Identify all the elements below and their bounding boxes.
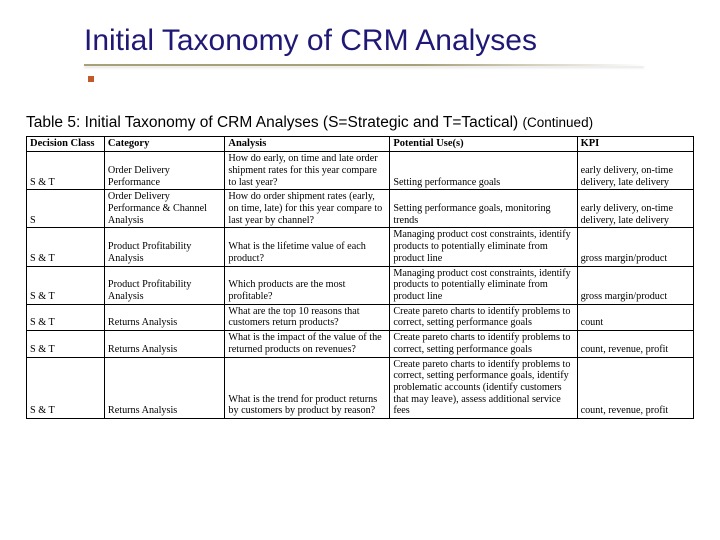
- table-caption: Table 5: Initial Taxonomy of CRM Analyse…: [26, 114, 694, 132]
- title-wrap: Initial Taxonomy of CRM Analyses: [26, 24, 694, 58]
- table-row: S & T Returns Analysis What is the trend…: [27, 357, 694, 419]
- col-header-potential-uses: Potential Use(s): [390, 137, 577, 152]
- title-underline: [84, 64, 644, 66]
- cell-category: Returns Analysis: [104, 357, 224, 419]
- cell-category: Order Delivery Performance & Channel Ana…: [104, 190, 224, 228]
- cell-category: Returns Analysis: [104, 304, 224, 330]
- caption-continued: (Continued): [523, 115, 594, 130]
- cell-decision-class: S & T: [27, 228, 105, 266]
- cell-kpi: early delivery, on-time delivery, late d…: [577, 190, 693, 228]
- cell-analysis: What is the impact of the value of the r…: [225, 331, 390, 357]
- cell-category: Returns Analysis: [104, 331, 224, 357]
- cell-decision-class: S: [27, 190, 105, 228]
- bullet-square-icon: [88, 76, 94, 82]
- cell-use: Setting performance goals: [390, 152, 577, 190]
- col-header-analysis: Analysis: [225, 137, 390, 152]
- cell-decision-class: S & T: [27, 266, 105, 304]
- cell-use: Setting performance goals, monitoring tr…: [390, 190, 577, 228]
- cell-decision-class: S & T: [27, 357, 105, 419]
- cell-category: Product Profitability Analysis: [104, 266, 224, 304]
- crm-table: Decision Class Category Analysis Potenti…: [26, 136, 694, 419]
- cell-use: Create pareto charts to identify problem…: [390, 331, 577, 357]
- slide: Initial Taxonomy of CRM Analyses Table 5…: [0, 0, 720, 540]
- table-row: S & T Product Profitability Analysis Wha…: [27, 228, 694, 266]
- cell-use: Managing product cost constraints, ident…: [390, 228, 577, 266]
- caption-main: Table 5: Initial Taxonomy of CRM Analyse…: [26, 114, 518, 131]
- table-row: S Order Delivery Performance & Channel A…: [27, 190, 694, 228]
- cell-analysis: What is the lifetime value of each produ…: [225, 228, 390, 266]
- cell-analysis: What are the top 10 reasons that custome…: [225, 304, 390, 330]
- table-row: S & T Order Delivery Performance How do …: [27, 152, 694, 190]
- page-title: Initial Taxonomy of CRM Analyses: [84, 24, 537, 57]
- col-header-category: Category: [104, 137, 224, 152]
- cell-decision-class: S & T: [27, 304, 105, 330]
- col-header-kpi: KPI: [577, 137, 693, 152]
- cell-kpi: gross margin/product: [577, 228, 693, 266]
- cell-category: Product Profitability Analysis: [104, 228, 224, 266]
- header-row: Decision Class Category Analysis Potenti…: [27, 137, 694, 152]
- cell-kpi: early delivery, on-time delivery, late d…: [577, 152, 693, 190]
- table-head: Decision Class Category Analysis Potenti…: [27, 137, 694, 152]
- cell-use: Create pareto charts to identify problem…: [390, 304, 577, 330]
- cell-category: Order Delivery Performance: [104, 152, 224, 190]
- cell-kpi: count, revenue, profit: [577, 357, 693, 419]
- rule-wrap: [26, 64, 694, 66]
- cell-kpi: count, revenue, profit: [577, 331, 693, 357]
- cell-kpi: count: [577, 304, 693, 330]
- table-body: S & T Order Delivery Performance How do …: [27, 152, 694, 419]
- cell-analysis: How do order shipment rates (early, on t…: [225, 190, 390, 228]
- cell-use: Create pareto charts to identify problem…: [390, 357, 577, 419]
- cell-analysis: How do early, on time and late order shi…: [225, 152, 390, 190]
- table-row: S & T Product Profitability Analysis Whi…: [27, 266, 694, 304]
- table-row: S & T Returns Analysis What are the top …: [27, 304, 694, 330]
- table-row: S & T Returns Analysis What is the impac…: [27, 331, 694, 357]
- cell-decision-class: S & T: [27, 331, 105, 357]
- col-header-decision-class: Decision Class: [27, 137, 105, 152]
- cell-kpi: gross margin/product: [577, 266, 693, 304]
- bullet-line: [26, 70, 694, 88]
- cell-use: Managing product cost constraints, ident…: [390, 266, 577, 304]
- cell-analysis: Which products are the most profitable?: [225, 266, 390, 304]
- cell-analysis: What is the trend for product returns by…: [225, 357, 390, 419]
- cell-decision-class: S & T: [27, 152, 105, 190]
